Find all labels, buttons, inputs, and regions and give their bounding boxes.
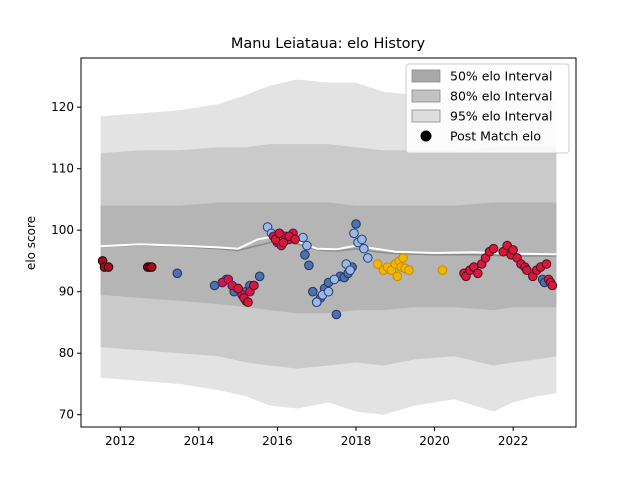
legend-label: 95% elo Interval <box>450 109 552 124</box>
x-tick-label: 2018 <box>341 434 372 448</box>
data-point <box>329 274 340 285</box>
series-red <box>233 228 558 308</box>
data-point <box>308 286 318 297</box>
data-point <box>254 271 265 282</box>
data-point <box>349 228 359 239</box>
data-point <box>437 265 448 276</box>
axes-frame <box>80 57 577 428</box>
data-point <box>249 280 259 291</box>
legend-label: 80% elo Interval <box>450 89 552 104</box>
legend-swatch <box>411 69 441 83</box>
plot-content <box>97 79 558 415</box>
x-tick-label: 2012 <box>105 434 136 448</box>
data-point <box>300 250 310 260</box>
series-orange <box>372 253 448 282</box>
legend-label: Post Match elo <box>450 129 541 144</box>
y-tick-label: 70 <box>59 408 74 422</box>
data-point <box>146 262 157 272</box>
data-point <box>363 253 373 263</box>
x-tick-label: 2014 <box>184 434 215 448</box>
plot-area <box>97 79 558 415</box>
legend-swatch <box>411 89 441 103</box>
data-point <box>302 240 312 251</box>
y-axis-label: elo score <box>24 216 38 270</box>
data-point <box>404 265 414 276</box>
data-point <box>278 237 289 248</box>
x-tick-label: 2020 <box>419 434 450 448</box>
data-point <box>541 259 552 269</box>
data-point <box>290 234 300 245</box>
y-tick-label: 100 <box>51 223 74 237</box>
data-point <box>233 283 243 294</box>
legend-label: 50% elo Interval <box>450 69 552 84</box>
data-point <box>345 265 355 276</box>
axes: 2012 2014 2016 2018 2020 2022 70 80 90 100 110 120 <box>51 57 577 448</box>
data-point <box>357 234 367 245</box>
y-tick-label: 90 <box>59 285 74 299</box>
data-point <box>398 253 408 263</box>
data-point <box>323 286 334 297</box>
data-point <box>372 259 383 269</box>
data-point <box>103 262 114 272</box>
data-point <box>172 268 183 279</box>
data-point <box>547 280 558 291</box>
data-point <box>522 265 532 276</box>
mean-elo-line <box>100 234 557 256</box>
data-point <box>331 309 342 320</box>
median-elo-line <box>100 239 557 257</box>
series-light-blue <box>262 222 373 308</box>
legend: 50% elo Interval 80% elo Interval 95% elo … <box>405 63 570 154</box>
data-point <box>298 232 308 243</box>
legend-swatch <box>411 109 441 123</box>
data-point <box>304 260 314 271</box>
data-point <box>311 297 322 308</box>
y-tick-label: 120 <box>51 100 74 114</box>
data-point <box>508 245 518 255</box>
data-point <box>392 271 403 282</box>
x-tick-label: 2016 <box>262 434 293 448</box>
data-point <box>473 268 483 279</box>
data-point <box>243 297 253 308</box>
legend-item: 95% elo Interval <box>411 109 552 124</box>
legend-marker-swatch <box>420 130 432 142</box>
data-point <box>351 219 361 229</box>
x-tick-label: 2022 <box>498 434 529 448</box>
legend-box <box>405 63 570 154</box>
legend-item: 50% elo Interval <box>411 69 552 84</box>
legend-item: 80% elo Interval <box>411 89 552 104</box>
data-point <box>274 228 285 239</box>
data-point <box>359 243 369 254</box>
data-point <box>488 243 499 254</box>
y-tick-label: 110 <box>51 162 74 176</box>
y-tick-label: 80 <box>59 346 74 360</box>
legend-item: Post Match elo <box>420 129 541 144</box>
chart-title: Manu Leiataua: elo History <box>231 36 426 52</box>
series-dark-red <box>97 256 157 272</box>
